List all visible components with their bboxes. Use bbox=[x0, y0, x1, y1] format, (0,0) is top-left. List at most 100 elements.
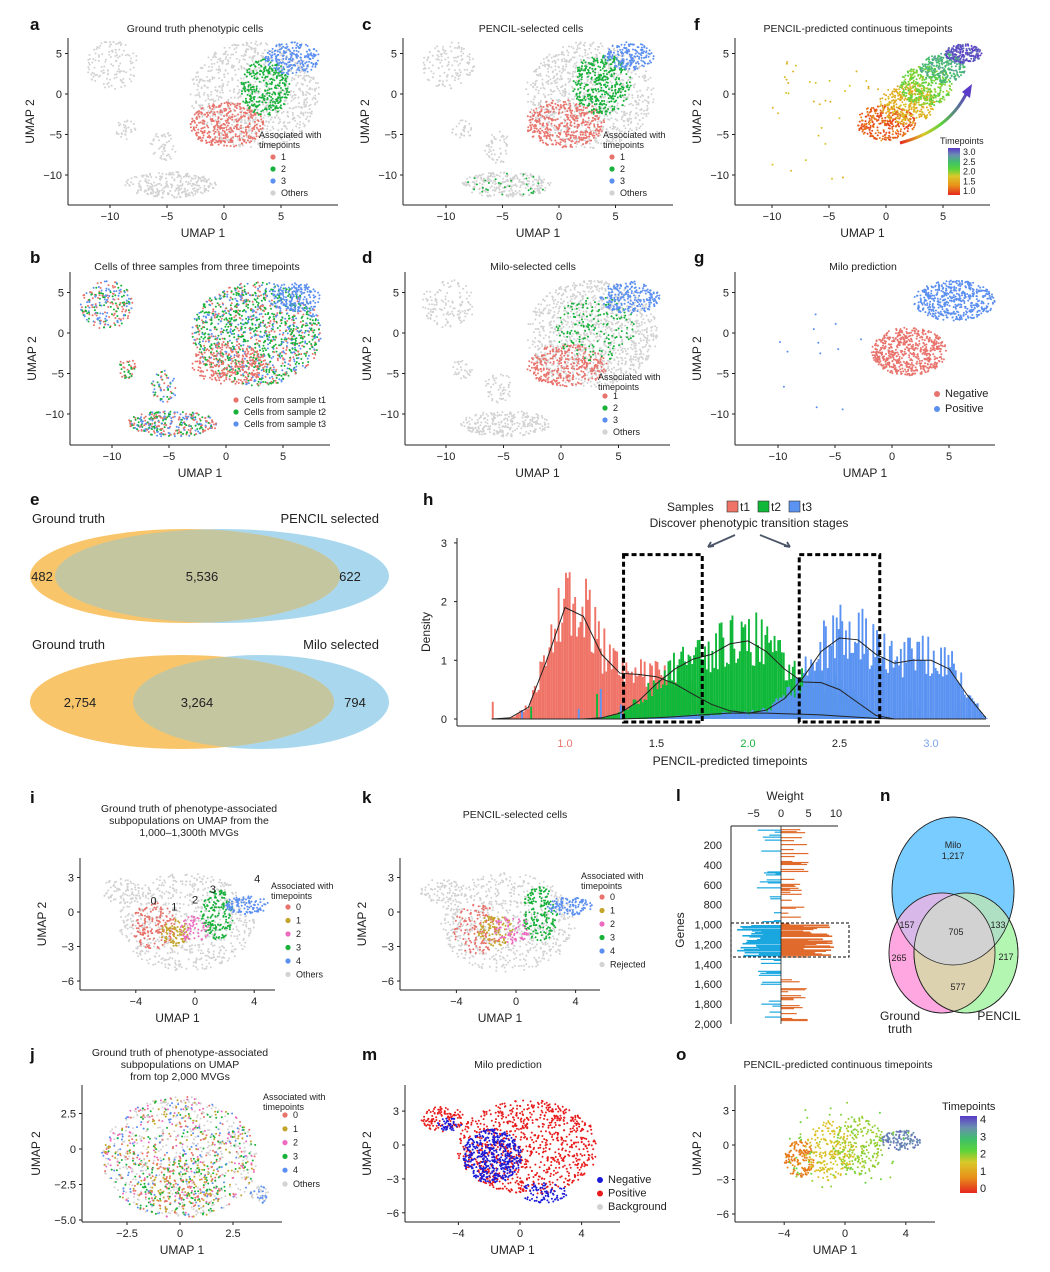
point bbox=[100, 65, 103, 68]
point bbox=[494, 189, 497, 192]
point bbox=[246, 42, 249, 45]
point bbox=[267, 121, 270, 124]
point bbox=[593, 58, 596, 61]
point bbox=[530, 126, 533, 129]
point bbox=[451, 131, 454, 134]
point bbox=[881, 117, 884, 120]
point bbox=[274, 49, 277, 52]
point bbox=[622, 79, 625, 82]
point bbox=[614, 126, 617, 129]
point bbox=[897, 132, 900, 135]
point bbox=[889, 122, 892, 125]
point bbox=[203, 126, 206, 129]
legend-swatch bbox=[270, 178, 276, 184]
point bbox=[539, 137, 542, 140]
point bbox=[227, 81, 230, 83]
point bbox=[122, 129, 125, 132]
point bbox=[199, 137, 202, 140]
point bbox=[239, 94, 242, 97]
point bbox=[152, 138, 155, 141]
point bbox=[532, 175, 535, 178]
point bbox=[574, 135, 577, 138]
point bbox=[589, 72, 592, 75]
point bbox=[487, 195, 489, 198]
point bbox=[645, 70, 647, 73]
point bbox=[577, 80, 580, 83]
point bbox=[559, 133, 562, 136]
point bbox=[625, 82, 628, 84]
point bbox=[270, 56, 273, 59]
legend-title: Associated with bbox=[603, 130, 666, 140]
point bbox=[212, 56, 215, 59]
point bbox=[160, 134, 163, 137]
point bbox=[253, 74, 256, 77]
point bbox=[247, 114, 250, 116]
point bbox=[269, 118, 272, 121]
point bbox=[88, 63, 91, 66]
point bbox=[542, 141, 545, 144]
point bbox=[652, 101, 654, 104]
point bbox=[506, 135, 509, 138]
point bbox=[202, 108, 205, 111]
point bbox=[596, 59, 599, 62]
point bbox=[608, 88, 610, 91]
point bbox=[249, 65, 252, 68]
point bbox=[311, 88, 314, 91]
point bbox=[599, 134, 602, 136]
point bbox=[617, 63, 620, 66]
point bbox=[223, 73, 225, 76]
point bbox=[177, 171, 180, 174]
point bbox=[284, 124, 286, 127]
point bbox=[266, 130, 269, 133]
point bbox=[528, 176, 531, 179]
point bbox=[540, 184, 543, 187]
point bbox=[244, 81, 247, 84]
point bbox=[218, 77, 221, 80]
point bbox=[249, 145, 252, 148]
point bbox=[440, 53, 443, 55]
point bbox=[612, 47, 615, 50]
point bbox=[614, 65, 616, 68]
point bbox=[317, 86, 320, 89]
point bbox=[584, 51, 587, 54]
point bbox=[274, 109, 277, 112]
point bbox=[576, 44, 579, 47]
point bbox=[631, 104, 634, 107]
point bbox=[256, 104, 259, 107]
point bbox=[282, 66, 285, 69]
point bbox=[216, 90, 219, 93]
point bbox=[203, 187, 206, 190]
point bbox=[583, 146, 586, 149]
point bbox=[201, 114, 204, 117]
point bbox=[911, 128, 914, 131]
point bbox=[605, 110, 608, 113]
point bbox=[107, 81, 110, 84]
point bbox=[157, 136, 159, 138]
point bbox=[222, 137, 225, 140]
point bbox=[550, 90, 553, 92]
point bbox=[194, 177, 197, 180]
point bbox=[245, 44, 248, 47]
point bbox=[584, 67, 587, 70]
point bbox=[474, 183, 477, 186]
point bbox=[532, 190, 535, 193]
point bbox=[627, 88, 630, 91]
point bbox=[533, 95, 536, 98]
point bbox=[106, 77, 108, 80]
point bbox=[97, 54, 100, 57]
point bbox=[613, 100, 616, 103]
point bbox=[579, 99, 582, 102]
point bbox=[437, 58, 440, 61]
point bbox=[618, 60, 621, 63]
point bbox=[625, 112, 628, 115]
point bbox=[207, 113, 209, 116]
point bbox=[271, 51, 274, 54]
point bbox=[201, 104, 204, 107]
point bbox=[884, 136, 887, 139]
point bbox=[457, 64, 460, 67]
point bbox=[463, 134, 466, 137]
point bbox=[212, 129, 215, 132]
point bbox=[255, 116, 257, 119]
point bbox=[230, 101, 233, 104]
point bbox=[525, 88, 528, 91]
